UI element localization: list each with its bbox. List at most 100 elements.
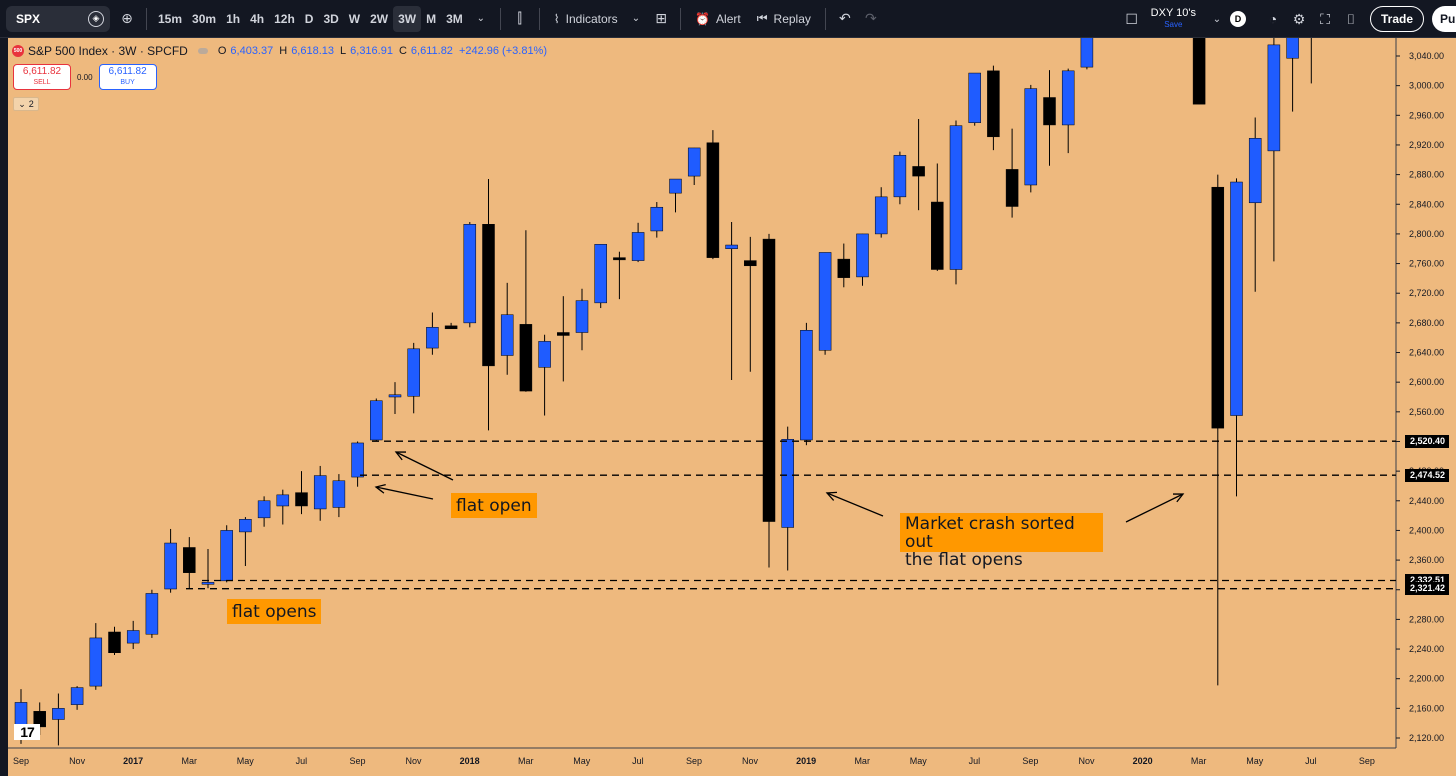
interval-group: 15m 30m 1h 4h 12h D 3D W 2W 3W M 3M — [153, 5, 468, 32]
candle-up — [725, 244, 738, 249]
symbol-search[interactable]: SPX ◈ — [6, 5, 110, 32]
separator — [499, 7, 501, 30]
annotation-market-crash[interactable]: Market crash sorted out the flat opens — [900, 513, 1103, 569]
price-chart[interactable]: 2,120.00 2,160.00 2,200.00 2,240.00 2,280.00… — [0, 38, 1456, 776]
candle-up — [145, 593, 159, 635]
y-tick-label: 2,760.00 — [1409, 259, 1444, 269]
layout-name-label: DXY 10's — [1150, 7, 1196, 19]
chevron-down-icon[interactable]: ⌄ — [1212, 13, 1222, 25]
x-tick-label: May — [910, 756, 928, 766]
toolbar-right: ☐ DXY 10's Save ⌄ D ◔ ⚙ ⛶ ⌷ Trade Pu — [1119, 0, 1456, 38]
symbol-label: SPX — [16, 11, 41, 26]
candle-up — [52, 708, 65, 720]
chevron-down-icon: ⌄ — [18, 98, 26, 109]
interval-12h[interactable]: 12h — [274, 11, 295, 26]
candle-up — [893, 155, 907, 198]
candle-down — [519, 324, 533, 392]
arrow-head — [1172, 493, 1185, 503]
indicators-button[interactable]: ⌇ Indicators ⌄ — [546, 6, 648, 32]
candle-up — [407, 348, 420, 397]
d-badge[interactable]: D — [1229, 11, 1246, 27]
arrow-head — [825, 491, 838, 501]
arrow-line — [395, 451, 454, 481]
publish-button[interactable]: Pu — [1432, 6, 1456, 32]
redo-icon[interactable]: ↷ — [865, 10, 877, 26]
candle-down — [482, 224, 495, 367]
interval-m[interactable]: M — [426, 11, 437, 26]
replay-icon: ⏮ — [756, 11, 768, 25]
indicators-icon: ⌇ — [553, 11, 560, 26]
x-tick-label: 2017 — [123, 756, 143, 766]
interval-w[interactable]: W — [348, 11, 361, 26]
x-tick-label: Mar — [518, 756, 534, 766]
camera-icon[interactable]: ⌷ — [1346, 10, 1356, 27]
y-tick-label: 2,360.00 — [1409, 555, 1444, 565]
spread-value: 0.00 — [77, 72, 93, 82]
interval-15m[interactable]: 15m — [158, 11, 183, 26]
layout-save-label: Save — [1164, 20, 1183, 29]
candle-up — [1080, 38, 1094, 68]
chevron-down-icon: ⌄ — [631, 13, 641, 24]
x-tick-label: Sep — [1359, 756, 1375, 766]
x-tick-label: Jul — [1305, 756, 1317, 766]
settings-icon[interactable]: ⚙ — [1292, 10, 1306, 27]
y-tick-label: 2,440.00 — [1409, 496, 1444, 506]
interval-30m[interactable]: 30m — [192, 11, 217, 26]
interval-3m[interactable]: 3M — [446, 11, 463, 26]
interval-4h[interactable]: 4h — [250, 11, 265, 26]
bars-icon[interactable]: ⫿ — [517, 10, 523, 26]
x-tick-label: Mar — [181, 756, 197, 766]
level-price-tag: 2,520.40 — [1405, 434, 1449, 448]
interval-d[interactable]: D — [304, 11, 314, 26]
y-tick-label: 3,000.00 — [1409, 81, 1444, 91]
interval-3w[interactable]: 3W — [393, 5, 422, 32]
candle-down — [1005, 169, 1019, 207]
candle-down — [762, 238, 776, 522]
eye-icon[interactable] — [197, 48, 208, 54]
candle-up — [126, 630, 140, 644]
candle-up — [313, 475, 327, 510]
annotation-flat-opens[interactable]: flat opens — [227, 599, 322, 624]
compare-icon[interactable]: ◈ — [88, 10, 104, 27]
layout-icon[interactable]: ⊞ — [655, 10, 667, 26]
annotation-flat-open[interactable]: flat open — [451, 493, 537, 518]
y-tick-label: 2,200.00 — [1409, 674, 1444, 684]
collapse-count: 2 — [28, 99, 34, 109]
trade-button[interactable]: Trade — [1369, 6, 1424, 32]
candle-up — [781, 439, 794, 528]
plus-icon[interactable]: ⊕ — [121, 10, 133, 26]
buy-price: 6,611.82 — [108, 66, 147, 77]
chevron-down-icon[interactable]: ⌄ — [476, 13, 485, 24]
undo-icon[interactable]: ↶ — [839, 10, 851, 26]
legend-open-label: O — [217, 45, 227, 57]
candle-down — [1043, 97, 1056, 126]
y-tick-label: 2,840.00 — [1409, 199, 1444, 209]
candle-up — [949, 125, 963, 270]
candle-up — [650, 206, 664, 232]
interval-1h[interactable]: 1h — [226, 11, 241, 26]
legend-low-label: L — [340, 45, 347, 57]
sell-button[interactable]: 6,611.82 SELL — [13, 64, 71, 90]
interval-3d[interactable]: 3D — [323, 11, 339, 26]
candle-up — [89, 637, 103, 687]
fullscreen-icon[interactable]: ⛶ — [1320, 10, 1330, 27]
legend-close: 6,611.82 — [410, 45, 453, 57]
y-tick-label: 2,160.00 — [1409, 703, 1444, 713]
alert-button[interactable]: ⏰ Alert — [687, 6, 749, 32]
left-panel-edge — [0, 38, 8, 776]
replay-button[interactable]: ⏮ Replay — [749, 6, 819, 32]
interval-2w[interactable]: 2W — [370, 11, 389, 26]
candle-down — [108, 631, 121, 653]
chart-area[interactable]: 2,120.00 2,160.00 2,200.00 2,240.00 2,280.00… — [0, 38, 1456, 776]
replay-label: Replay — [773, 11, 811, 26]
candle-up — [1286, 38, 1299, 59]
buy-button[interactable]: 6,611.82 BUY — [98, 64, 157, 90]
x-tick-label: Jul — [969, 756, 981, 766]
candle-up — [257, 500, 271, 519]
checkbox-icon[interactable]: ☐ — [1125, 10, 1138, 27]
layout-name[interactable]: DXY 10's Save — [1151, 8, 1196, 30]
screenshot-icon[interactable]: ◔ — [1268, 11, 1278, 27]
candle-up — [594, 244, 607, 304]
collapse-button[interactable]: ⌄ 2 — [13, 97, 39, 111]
candle-down — [1192, 38, 1206, 105]
